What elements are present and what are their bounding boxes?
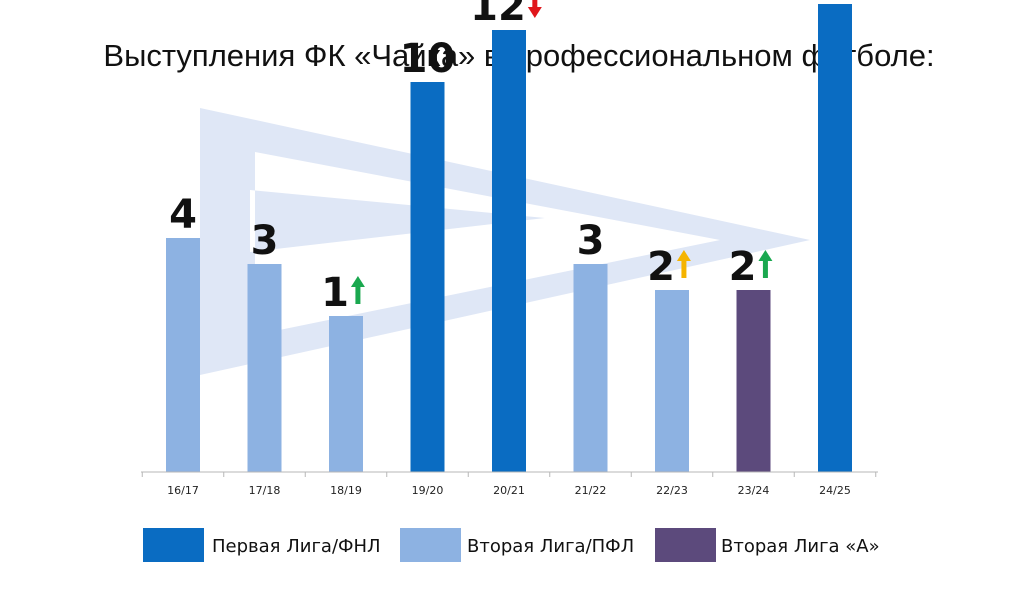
x-tick-label-23-24: 23/24 — [738, 484, 770, 497]
x-tick-label-17-18: 17/18 — [249, 484, 281, 497]
value-label-23-24: 2 — [729, 244, 757, 290]
bar-19-20 — [410, 82, 445, 472]
legend-swatch-vtoraya-liga — [400, 528, 461, 562]
arrow-up-icon — [676, 250, 691, 278]
value-label-20-21: 12 — [470, 0, 526, 30]
legend: Первая Лига/ФНЛ Вторая Лига/ПФЛ Вторая Л… — [143, 528, 880, 562]
value-labels: 431101232213 — [169, 0, 863, 316]
arrow-up-icon — [758, 250, 773, 278]
bar-17-18 — [247, 264, 282, 472]
bar-24-25 — [818, 4, 852, 472]
arrow-up-icon — [350, 276, 365, 304]
bar-16-17 — [166, 238, 200, 472]
legend-swatch-vtoraya-liga-a — [655, 528, 716, 562]
x-axis-ticks: 16/17 17/18 18/19 19/20 20/21 21/22 22/23 23/24… — [141, 472, 877, 497]
bar-20-21 — [492, 30, 526, 472]
bar-21-22 — [573, 264, 608, 472]
bar-23-24 — [736, 290, 771, 472]
legend-label-vtoraya-liga: Вторая Лига/ПФЛ — [467, 536, 634, 557]
x-tick-label-18-19: 18/19 — [330, 484, 362, 497]
arrow-down-icon — [527, 0, 542, 18]
value-label-18-19: 1 — [321, 270, 349, 316]
value-label-22-23: 2 — [647, 244, 675, 290]
value-label-17-18: 3 — [251, 218, 279, 264]
bar-22-23 — [655, 290, 689, 472]
x-tick-label-22-23: 22/23 — [656, 484, 688, 497]
legend-label-vtoraya-liga-a: Вторая Лига «А» — [721, 536, 880, 557]
bars — [166, 4, 852, 472]
x-tick-label-16-17: 16/17 — [167, 484, 199, 497]
legend-swatch-pervaya-liga — [143, 528, 204, 562]
x-tick-label-19-20: 19/20 — [412, 484, 444, 497]
x-tick-label-24-25: 24/25 — [819, 484, 851, 497]
x-tick-label-21-22: 21/22 — [575, 484, 607, 497]
value-label-24-25: 13 — [807, 0, 863, 4]
value-label-21-22: 3 — [577, 218, 605, 264]
value-label-19-20: 10 — [400, 36, 456, 82]
legend-label-pervaya-liga: Первая Лига/ФНЛ — [212, 536, 381, 557]
value-label-16-17: 4 — [169, 192, 197, 238]
x-tick-label-20-21: 20/21 — [493, 484, 525, 497]
bar-18-19 — [329, 316, 363, 472]
